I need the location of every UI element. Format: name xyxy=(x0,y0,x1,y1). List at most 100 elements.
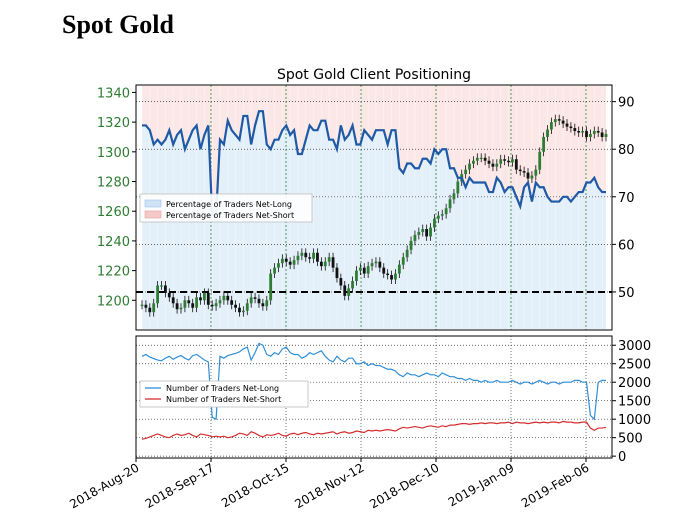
candle-body xyxy=(296,255,300,261)
net-short-swatch xyxy=(144,210,162,219)
y-right-tick-label: 3000 xyxy=(618,339,651,354)
candle-body xyxy=(409,240,413,250)
y-right-tick-label: 2000 xyxy=(618,376,651,391)
legend-box xyxy=(139,193,313,223)
candle-body xyxy=(589,134,592,137)
candle-body xyxy=(273,267,276,274)
y-right-tick-label: 90 xyxy=(618,96,635,111)
x-tick-label: 2018-Oct-15 xyxy=(219,460,291,510)
candle-body xyxy=(241,310,245,313)
candle-body xyxy=(304,252,308,258)
x-tick-label: 2019-Jan-09 xyxy=(446,460,517,509)
candle-body xyxy=(308,257,312,259)
y-left-tick-label: 1300 xyxy=(97,146,130,161)
legend-bottom: Number of Traders Net-Long Number of Trad… xyxy=(139,380,309,408)
candle-body xyxy=(370,263,374,267)
candle-body xyxy=(351,281,354,289)
candle-body xyxy=(245,303,249,311)
candle-body xyxy=(292,260,296,265)
candle-body xyxy=(542,136,546,152)
candle-body xyxy=(386,273,390,276)
candle-body xyxy=(265,300,269,307)
candle-body xyxy=(538,151,542,170)
candle-body xyxy=(491,163,495,167)
candle-body xyxy=(514,159,518,170)
candle-body xyxy=(257,298,261,304)
y-left-tick-label: 1340 xyxy=(97,86,130,101)
page-title: Spot Gold xyxy=(62,10,174,39)
candle-body xyxy=(448,199,452,209)
y-right-tick-label: 50 xyxy=(618,286,635,301)
candle-body xyxy=(179,307,183,310)
candle-body xyxy=(261,303,265,307)
legend-box xyxy=(139,380,309,408)
candle-body xyxy=(483,157,487,161)
candle-body xyxy=(222,295,226,301)
candle-body xyxy=(277,263,280,268)
candle-body xyxy=(316,252,319,262)
chart-title: Spot Gold Client Positioning xyxy=(277,67,471,83)
candle-body xyxy=(319,261,323,267)
candle-body xyxy=(202,292,206,301)
candle-body xyxy=(401,257,405,265)
candle-body xyxy=(503,159,507,161)
x-tick-label: 2018-Nov-12 xyxy=(292,460,366,511)
net-long-swatch xyxy=(144,199,162,208)
candle-body xyxy=(421,229,425,232)
bottom-panel: 0 500 1000 1500 2000 2500 3000 Number of Trader… xyxy=(135,335,651,465)
candle-body xyxy=(312,252,315,259)
candle-body xyxy=(362,267,366,274)
legend-label: Percentage of Traders Net-Short xyxy=(166,211,294,220)
candle-body xyxy=(518,169,522,172)
candle-body xyxy=(405,249,409,258)
x-tick-label: 2018-Dec-10 xyxy=(367,460,441,511)
candle-body xyxy=(374,261,378,264)
candle-body xyxy=(206,292,210,305)
candle-body xyxy=(546,129,549,137)
candle-body xyxy=(499,159,503,164)
candle-body xyxy=(472,160,475,164)
candle-body xyxy=(199,297,202,301)
y-right-tick-label: 500 xyxy=(618,432,643,447)
candle-body xyxy=(230,300,234,305)
y-left-tick-label: 1240 xyxy=(97,235,130,250)
candle-body xyxy=(382,267,386,274)
y-right-tick-label: 1500 xyxy=(618,395,651,410)
candle-body xyxy=(378,261,382,268)
candle-body xyxy=(456,181,460,194)
candle-body xyxy=(452,193,456,200)
candle-body xyxy=(550,122,553,130)
candle-body xyxy=(565,123,569,127)
candle-body xyxy=(210,304,214,307)
net-long-area xyxy=(142,111,606,330)
candle-body xyxy=(487,160,491,164)
y-left-tick-label: 1220 xyxy=(97,265,130,280)
net-short-count-line xyxy=(141,420,607,440)
x-tick-label: 2018-Sep-17 xyxy=(143,460,217,511)
x-tick-label: 2018-Aug-20 xyxy=(67,460,141,511)
candle-body xyxy=(507,160,510,163)
candle-body xyxy=(436,215,440,219)
candle-body xyxy=(429,227,432,237)
legend-label: Number of Traders Net-Short xyxy=(166,395,281,404)
candle-body xyxy=(140,304,144,306)
x-axis: 2018-Aug-20 2018-Sep-17 2018-Oct-15 2018-No… xyxy=(67,458,592,511)
y-right-tick-label: 0 xyxy=(618,450,626,465)
candle-body xyxy=(390,275,393,280)
candle-body xyxy=(253,297,257,299)
candle-body xyxy=(569,126,573,129)
x-tick-label: 2019-Feb-06 xyxy=(519,460,592,510)
candle-body xyxy=(526,172,530,179)
candle-body xyxy=(156,285,159,304)
y-left-tick-label: 1320 xyxy=(97,116,130,131)
candle-body xyxy=(366,266,370,274)
candle-body xyxy=(440,214,444,216)
candle-body xyxy=(495,163,499,167)
candle-body xyxy=(175,303,179,310)
candle-body xyxy=(160,285,163,287)
candle-body xyxy=(238,307,241,313)
candle-body xyxy=(144,304,148,308)
candle-body xyxy=(269,273,273,301)
candle-body xyxy=(187,300,191,304)
